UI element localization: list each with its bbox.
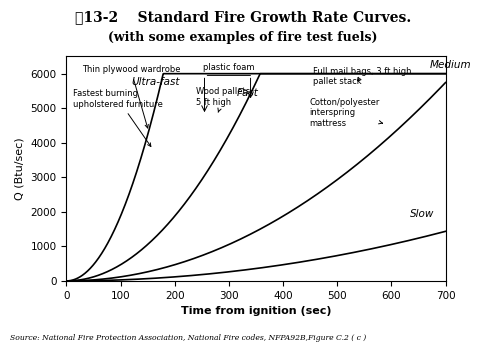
Y-axis label: Q (Btu/sec): Q (Btu/sec) [15, 137, 25, 200]
Text: Fast: Fast [237, 88, 259, 98]
Text: Source: National Fire Protection Association, National Fire codes, NFPA92B,Figur: Source: National Fire Protection Associa… [10, 334, 366, 342]
Text: Wood pallets
5 ft high: Wood pallets 5 ft high [196, 88, 250, 112]
Text: Thin plywood wardrobe: Thin plywood wardrobe [82, 65, 180, 128]
Text: Full mail bags, 3 ft high
pallet stack: Full mail bags, 3 ft high pallet stack [313, 67, 411, 86]
Text: 図13-2    Standard Fire Growth Rate Curves.: 図13-2 Standard Fire Growth Rate Curves. [75, 10, 411, 24]
Text: plastic foam: plastic foam [203, 63, 255, 72]
Text: Medium: Medium [429, 60, 471, 70]
X-axis label: Time from ignition (sec): Time from ignition (sec) [181, 306, 331, 316]
Text: Fastest burning
upholstered furniture: Fastest burning upholstered furniture [73, 89, 163, 147]
Text: Slow: Slow [410, 209, 434, 219]
Text: Cotton/polyester
interspring
mattress: Cotton/polyester interspring mattress [309, 98, 382, 128]
Text: (with some examples of fire test fuels): (with some examples of fire test fuels) [108, 31, 378, 44]
Text: Ultra-fast: Ultra-fast [132, 78, 180, 88]
